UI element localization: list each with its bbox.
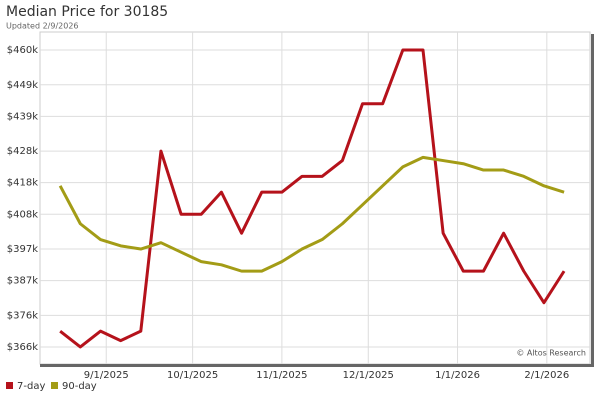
legend-swatch — [51, 382, 58, 389]
x-tick-label: 2/1/2026 — [524, 370, 569, 381]
series-line — [58, 155, 565, 273]
chart-title: Median Price for 30185 — [6, 4, 168, 20]
legend-swatch — [6, 382, 13, 389]
x-tick-label: 11/1/2025 — [256, 370, 307, 381]
series-line — [59, 48, 566, 349]
y-tick-label: $449k — [7, 80, 38, 91]
x-tick-label: 1/1/2026 — [435, 370, 480, 381]
y-tick-label: $428k — [7, 146, 38, 157]
y-tick-label: $418k — [7, 178, 38, 189]
x-tick-label: 10/1/2025 — [167, 370, 218, 381]
y-tick-label: $397k — [7, 244, 38, 255]
y-tick-label: $387k — [7, 276, 38, 287]
chart-subtitle: Updated 2/9/2026 — [6, 22, 79, 31]
y-tick-label: $460k — [7, 45, 38, 56]
y-tick-label: $376k — [7, 310, 38, 321]
legend-label: 90-day — [62, 381, 97, 392]
watermark: © Altos Research — [516, 349, 586, 358]
x-tick-label: 12/1/2025 — [343, 370, 394, 381]
y-tick-label: $366k — [7, 342, 38, 353]
x-tick-label: 9/1/2025 — [84, 370, 129, 381]
legend-label: 7-day — [17, 381, 45, 392]
y-tick-label: $439k — [7, 111, 38, 122]
y-tick-label: $408k — [7, 209, 38, 220]
plot-area — [39, 31, 591, 365]
